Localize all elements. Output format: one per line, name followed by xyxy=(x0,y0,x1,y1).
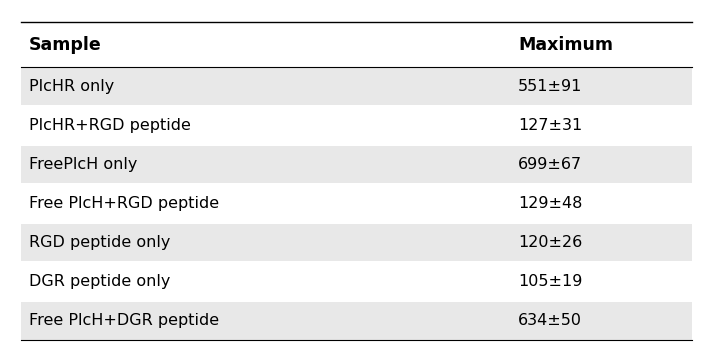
Text: 699±67: 699±67 xyxy=(518,157,583,172)
Text: 129±48: 129±48 xyxy=(518,196,583,211)
Bar xyxy=(21,184,692,223)
Text: Sample: Sample xyxy=(29,36,101,55)
Text: 120±26: 120±26 xyxy=(518,236,583,250)
Text: FreePlcH only: FreePlcH only xyxy=(29,157,137,172)
Text: Free PlcH+RGD peptide: Free PlcH+RGD peptide xyxy=(29,196,219,211)
Text: 127±31: 127±31 xyxy=(518,118,583,133)
Text: PlcHR+RGD peptide: PlcHR+RGD peptide xyxy=(29,118,190,133)
Text: RGD peptide only: RGD peptide only xyxy=(29,236,170,250)
Bar xyxy=(21,223,692,262)
Text: PlcHR only: PlcHR only xyxy=(29,79,114,94)
Text: 634±50: 634±50 xyxy=(518,313,583,328)
Bar xyxy=(21,262,692,301)
Bar xyxy=(21,145,692,184)
Bar xyxy=(21,67,692,106)
Text: Maximum: Maximum xyxy=(518,36,613,55)
Bar xyxy=(21,301,692,340)
Text: Free PlcH+DGR peptide: Free PlcH+DGR peptide xyxy=(29,313,219,328)
Text: 105±19: 105±19 xyxy=(518,274,583,289)
Text: DGR peptide only: DGR peptide only xyxy=(29,274,170,289)
Text: 551±91: 551±91 xyxy=(518,79,583,94)
Bar xyxy=(21,106,692,145)
